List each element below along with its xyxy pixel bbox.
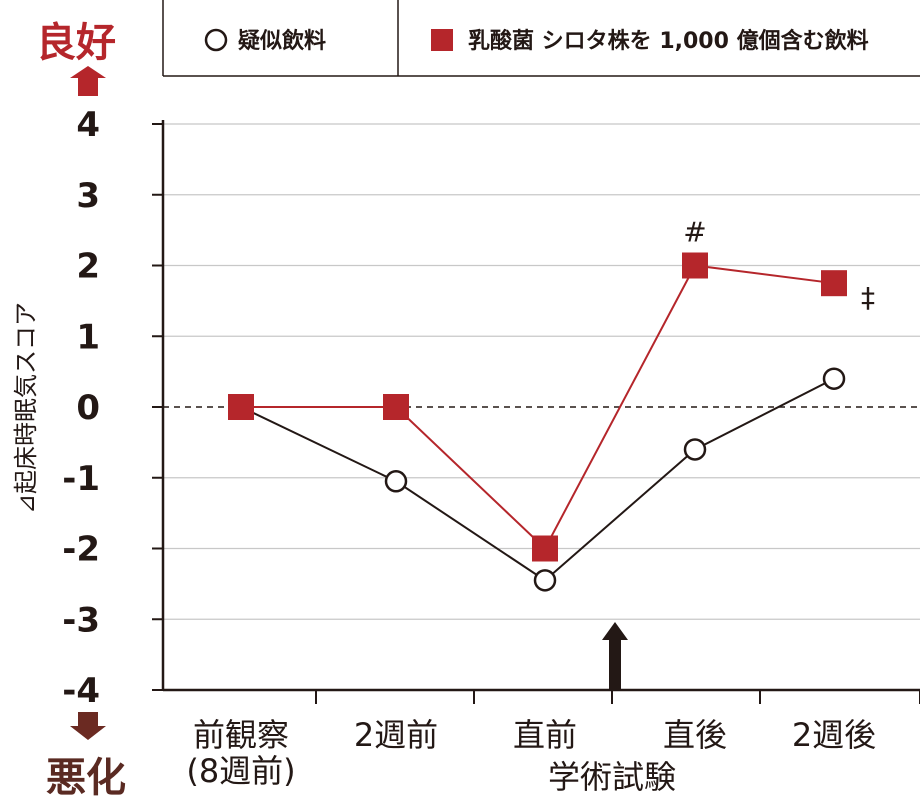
y-tick-label: 3 (76, 176, 100, 216)
good-up-arrow-icon (70, 66, 106, 96)
bad-down-arrow-icon (70, 712, 106, 740)
y-tick-label: 1 (76, 317, 100, 357)
y-tick-label: 2 (76, 247, 100, 287)
legend-circle-marker (204, 28, 228, 52)
data-point-circle (384, 470, 408, 493)
tick-layer: 4 3 2 1 0 -1 -2 -3 -4 (62, 105, 100, 711)
y-tick-label: 4 (76, 105, 100, 145)
grid-layer (163, 123, 920, 620)
y-tick-label: -2 (62, 530, 100, 570)
good-label: 良好 (36, 20, 116, 66)
y-tick-label: -3 (62, 600, 100, 640)
data-point-square (821, 270, 847, 297)
data-point-square (383, 394, 409, 420)
significance-marker: ‡ (861, 281, 875, 314)
legend: 疑似飲料 乳酸菌 シロタ株を 1,000 億個含む飲料 (162, 0, 920, 77)
x-tick-label: 2週前 (354, 716, 438, 754)
category-layer: 前観察(8週前) 2週前 直前 直後 2週後 (186, 716, 876, 790)
x-tick-label: 前観察 (193, 716, 289, 754)
data-point-circle (822, 367, 846, 390)
x-tick-label: (8週前) (186, 752, 295, 790)
x-tick-label: 直後 (663, 716, 727, 754)
y-tick-label: -4 (62, 671, 100, 711)
data-point-square (682, 252, 708, 279)
exam-arrow-icon (602, 622, 628, 690)
y-axis-label: ⊿起床時眠気スコア (12, 302, 40, 514)
x-tick-label: 直前 (513, 716, 577, 754)
bad-label: 悪化 (46, 755, 126, 801)
y-tick-label: 0 (76, 388, 100, 428)
y-tick-label: -1 (62, 459, 100, 499)
data-point-circle (683, 438, 707, 461)
legend-label-probiotic: 乳酸菌 シロタ株を 1,000 億個含む飲料 (468, 28, 869, 54)
data-point-square (532, 535, 558, 562)
significance-marker: # (683, 216, 706, 249)
x-axis-label: 学術試験 (548, 758, 676, 796)
legend-square-marker (431, 29, 453, 51)
annotation-layer: #‡ (683, 216, 875, 315)
data-point-square (228, 394, 254, 420)
axis-layer (152, 120, 920, 704)
legend-label-placebo: 疑似飲料 (238, 28, 326, 54)
x-tick-label: 2週後 (792, 716, 876, 754)
series-layer (228, 252, 847, 592)
data-point-circle (533, 569, 557, 592)
